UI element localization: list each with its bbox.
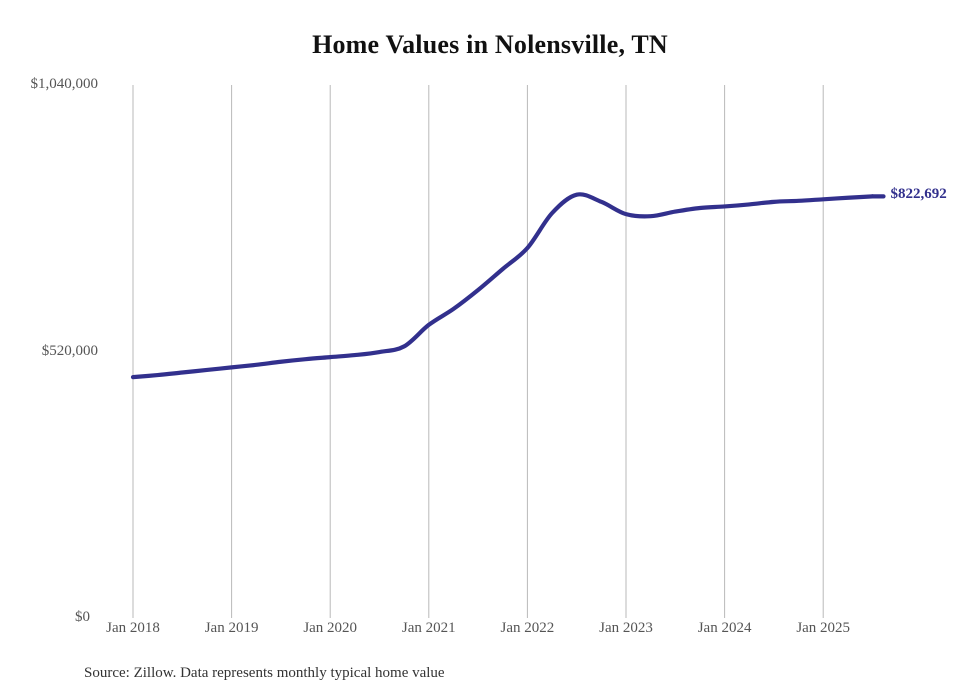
y-axis-tick-middle: $520,000	[41, 343, 98, 359]
series-lines	[130, 192, 875, 380]
x-axis-tick-label: Jan 2019	[204, 620, 259, 636]
source-note: Source: Zillow. Data represents monthly …	[84, 665, 445, 681]
series-value-annotation: $822,692	[890, 186, 947, 203]
x-axis-tick-label: Jan 2024	[697, 620, 752, 636]
x-axis-tick-label: Jan 2020	[303, 620, 358, 636]
gridlines	[132, 85, 824, 618]
y-axis-tick-top: $1,040,000	[30, 76, 99, 92]
x-axis-tick-label: Jan 2018	[106, 620, 160, 636]
chart-title: Home Values in Nolensville, TN	[312, 30, 668, 59]
x-axis-tick-label: Jan 2021	[401, 620, 456, 636]
series-line	[130, 192, 875, 380]
x-axis-tick-label: Jan 2022	[500, 620, 555, 636]
x-axis-tick-label: Jan 2025	[796, 620, 851, 636]
y-axis-tick-zero: $0	[75, 609, 90, 625]
x-axis-tick-label: Jan 2023	[599, 620, 653, 636]
